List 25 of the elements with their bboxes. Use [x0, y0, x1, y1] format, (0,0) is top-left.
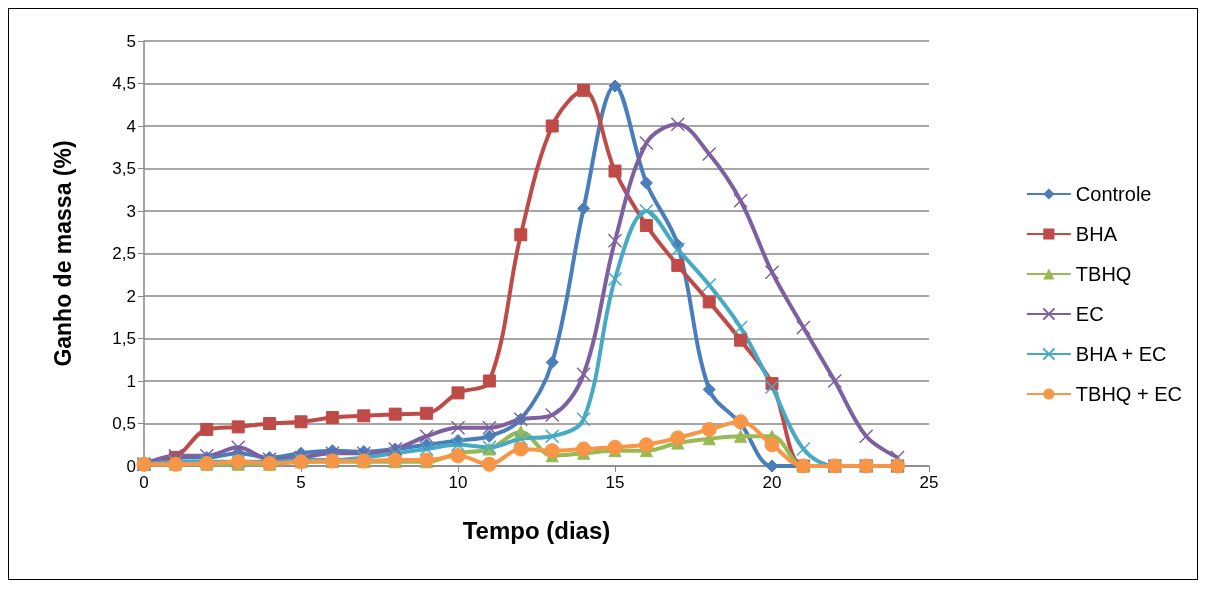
- y-tick-label: 1: [126, 371, 136, 391]
- x-axis-title: Tempo (dias): [462, 516, 611, 544]
- y-tick-label: 1,5: [112, 329, 136, 348]
- y-axis-title: Ganho de massa (%): [49, 140, 76, 367]
- y-tick-label: 5: [126, 31, 136, 51]
- legend-label: BHA: [1075, 223, 1118, 245]
- y-tick-label: 2: [126, 286, 136, 306]
- legend-label: EC: [1075, 303, 1104, 325]
- x-tick-label: 10: [448, 473, 468, 492]
- x-tick-label: 20: [762, 473, 782, 492]
- legend-label: Controle: [1075, 183, 1152, 205]
- x-tick-label: 5: [296, 473, 306, 492]
- y-tick-label: 0,5: [112, 414, 136, 433]
- legend-label: BHA + EC: [1075, 343, 1167, 365]
- y-tick-label: 2,5: [112, 244, 136, 263]
- y-tick-label: 4: [126, 116, 136, 136]
- y-tick-label: 3,5: [112, 159, 136, 178]
- x-tick-label: 25: [919, 473, 939, 492]
- legend-label: TBHQ: [1075, 263, 1132, 285]
- x-tick-label: 0: [139, 473, 149, 492]
- y-tick-label: 0: [126, 456, 136, 476]
- y-tick-label: 3: [126, 201, 136, 221]
- y-tick-label: 4,5: [112, 74, 136, 93]
- x-tick-label: 15: [605, 473, 625, 492]
- legend-label: TBHQ + EC: [1075, 383, 1183, 405]
